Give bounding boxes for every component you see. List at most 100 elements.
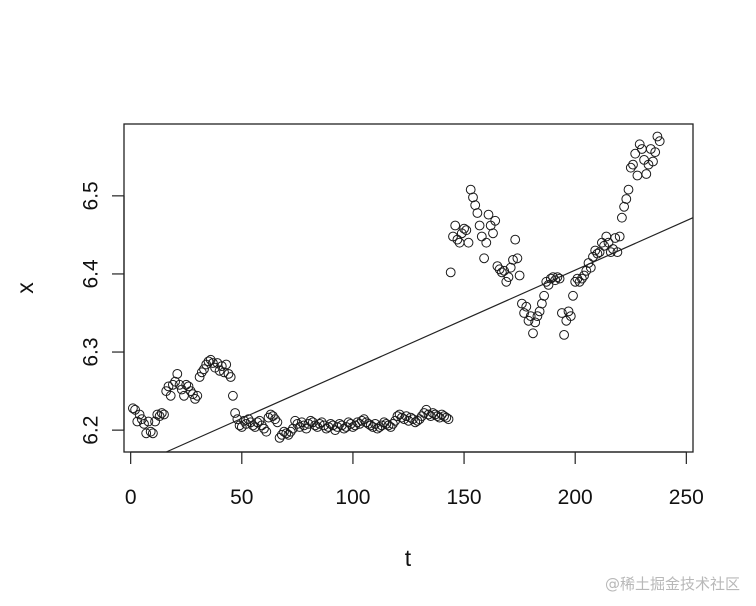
x-tick-label: 200 <box>558 486 593 509</box>
data-point <box>443 414 454 425</box>
data-point <box>548 272 558 283</box>
data-point <box>648 156 658 167</box>
data-point <box>530 317 541 328</box>
data-point <box>650 147 661 158</box>
data-point <box>510 234 521 245</box>
data-point <box>225 372 236 382</box>
data-point <box>259 423 269 434</box>
data-point <box>472 208 483 218</box>
watermark: @稀土掘金技术社区 <box>604 575 740 593</box>
data-point <box>592 248 603 259</box>
data-point <box>263 412 274 423</box>
data-point <box>625 162 636 173</box>
data-point <box>159 409 169 420</box>
data-point <box>270 414 281 425</box>
x-axis: 0 50 100 150 200 250 <box>125 451 704 509</box>
data-point <box>514 270 525 281</box>
data-point <box>272 417 283 428</box>
data-point <box>196 367 207 378</box>
data-point <box>230 408 241 418</box>
data-point <box>623 184 634 195</box>
data-point <box>199 364 209 375</box>
data-point <box>276 429 287 440</box>
y-tick-label: 6.4 <box>80 259 103 289</box>
y-tick-label: 6.2 <box>80 416 103 445</box>
data-point <box>543 280 554 290</box>
data-point <box>303 419 314 429</box>
data-point <box>512 253 523 264</box>
data-point <box>183 381 194 392</box>
data-point <box>537 298 547 309</box>
data-point <box>356 415 367 426</box>
data-point <box>292 419 303 429</box>
x-tick-label: 0 <box>125 486 137 509</box>
data-point <box>568 290 578 301</box>
y-tick-label: 6.5 <box>80 181 103 210</box>
data-point <box>165 390 176 401</box>
data-point <box>188 389 198 400</box>
data-point <box>401 411 412 422</box>
data-point <box>501 276 512 287</box>
data-point <box>468 192 478 203</box>
data-point <box>454 237 465 248</box>
data-point <box>388 419 398 429</box>
x-tick-label: 150 <box>447 486 482 509</box>
data-point <box>641 169 652 179</box>
data-point <box>154 411 165 422</box>
data-point <box>450 220 461 231</box>
data-point <box>132 416 143 427</box>
data-point <box>156 408 167 418</box>
data-point <box>219 367 229 378</box>
data-points <box>128 131 665 443</box>
data-point <box>528 328 538 339</box>
data-point <box>497 267 507 278</box>
data-point <box>383 420 394 431</box>
data-point <box>194 372 205 382</box>
data-point <box>617 212 627 223</box>
data-point <box>221 359 232 370</box>
data-point <box>163 381 174 392</box>
data-point <box>474 220 485 231</box>
data-point <box>532 311 543 322</box>
plot-frame <box>123 123 694 453</box>
data-point <box>294 422 305 432</box>
data-point <box>557 308 567 318</box>
data-point <box>143 416 154 427</box>
trend-line <box>165 217 694 453</box>
data-point <box>228 390 238 401</box>
data-point <box>550 275 561 286</box>
data-point <box>590 245 601 256</box>
data-point <box>285 426 296 437</box>
data-point <box>614 231 625 242</box>
data-point <box>254 415 265 426</box>
data-point <box>619 201 629 212</box>
data-point <box>563 306 574 317</box>
data-point <box>632 170 643 181</box>
data-point <box>136 414 147 425</box>
data-point <box>577 273 587 284</box>
data-point <box>441 412 452 423</box>
data-point <box>205 354 216 365</box>
data-point <box>190 394 201 404</box>
data-point <box>628 159 638 170</box>
data-point <box>314 419 325 429</box>
data-point <box>461 225 472 236</box>
x-tick-label: 100 <box>335 486 370 509</box>
data-point <box>281 428 292 439</box>
data-point <box>476 231 487 242</box>
data-point <box>350 420 361 431</box>
data-point <box>148 428 158 439</box>
data-point <box>470 200 481 211</box>
data-point <box>579 270 589 281</box>
data-point <box>572 273 583 284</box>
data-point <box>261 426 272 437</box>
data-point <box>172 369 183 379</box>
x-tick-label: 50 <box>230 486 253 509</box>
data-point <box>223 369 234 379</box>
data-point <box>168 379 178 390</box>
data-point <box>134 409 145 420</box>
data-point <box>610 233 621 243</box>
data-point <box>232 414 243 425</box>
data-point <box>214 365 225 376</box>
